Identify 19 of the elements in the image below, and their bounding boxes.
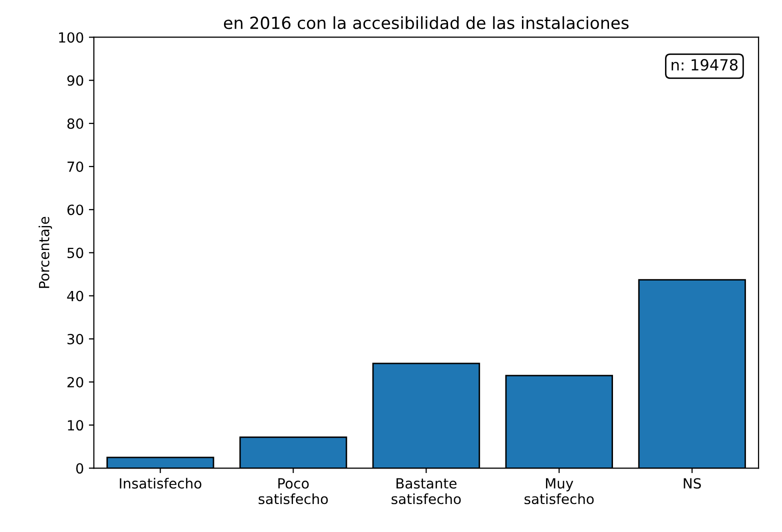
x-tick-label: Muy satisfecho bbox=[524, 478, 594, 504]
x-tick-label: Insatisfecho bbox=[120, 478, 202, 489]
chart-title: en 2016 con la accesibilidad de las instalaciones bbox=[224, 16, 629, 30]
y-tick-label: 100 bbox=[59, 32, 84, 43]
y-tick-label: 40 bbox=[67, 290, 84, 302]
y-tick-label: 70 bbox=[68, 161, 84, 172]
y-axis-title: Porcentaje bbox=[38, 216, 52, 288]
y-tick-label: 30 bbox=[68, 334, 84, 344]
y-tick-label: 10 bbox=[68, 420, 84, 431]
y-tick-label: 20 bbox=[67, 376, 84, 388]
annotation: n: 19478 bbox=[672, 59, 738, 71]
y-tick-label: 80 bbox=[67, 118, 84, 129]
x-tick-label: Poco satisfecho bbox=[258, 478, 328, 504]
y-tick-label: 90 bbox=[67, 75, 84, 86]
x-tick-label: NS bbox=[684, 478, 701, 489]
y-tick-label: 50 bbox=[68, 248, 84, 258]
y-tick-label: 0 bbox=[76, 463, 84, 474]
x-tick-label: Bastante satisfecho bbox=[392, 478, 461, 504]
y-tick-label: 60 bbox=[67, 204, 84, 216]
